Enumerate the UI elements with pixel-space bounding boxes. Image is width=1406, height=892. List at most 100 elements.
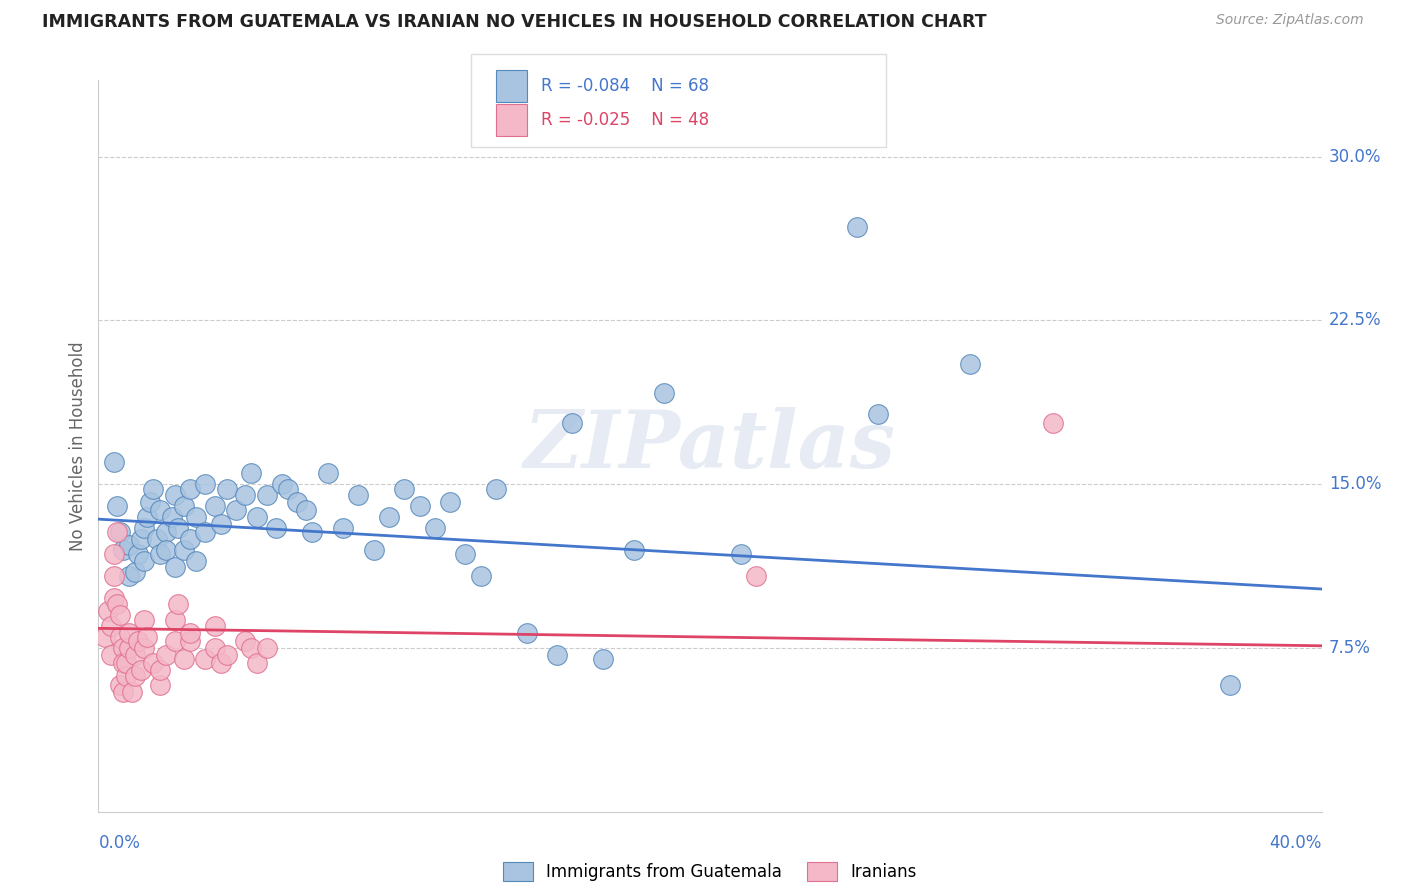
Text: 15.0%: 15.0% [1329, 475, 1381, 493]
Point [246, 657, 269, 671]
Point [163, 488, 186, 502]
Point [194, 525, 217, 540]
Point [103, 547, 125, 561]
Point [134, 521, 156, 535]
Point [240, 467, 263, 481]
Point [111, 640, 134, 655]
Point [129, 663, 152, 677]
Point [392, 482, 416, 496]
Point [127, 547, 149, 561]
Point [173, 652, 195, 666]
Point [264, 521, 287, 535]
Point [215, 648, 238, 662]
Point [277, 482, 299, 496]
Point [194, 477, 217, 491]
Point [124, 669, 146, 683]
Point [256, 488, 278, 502]
Point [111, 684, 134, 698]
Point [332, 521, 354, 535]
Point [160, 510, 183, 524]
Point [142, 657, 165, 671]
Point [959, 357, 981, 371]
Point [155, 648, 177, 662]
Point [295, 503, 318, 517]
Point [134, 613, 156, 627]
Point [194, 652, 217, 666]
Point [561, 416, 583, 430]
Point [108, 630, 131, 644]
Point [246, 510, 269, 524]
Point [179, 625, 201, 640]
Point [108, 678, 131, 692]
Point [209, 657, 232, 671]
Point [186, 510, 208, 524]
Point [209, 516, 232, 531]
Point [118, 640, 141, 655]
Point [204, 640, 226, 655]
Point [270, 477, 292, 491]
Point [470, 569, 492, 583]
Point [149, 678, 172, 692]
Point [173, 499, 195, 513]
Point [108, 525, 131, 540]
Point [155, 525, 177, 540]
Point [115, 669, 138, 683]
Point [118, 569, 141, 583]
Point [730, 547, 752, 561]
Point [233, 488, 256, 502]
Point [256, 640, 278, 655]
Point [103, 455, 125, 469]
Point [136, 510, 159, 524]
Point [103, 569, 125, 583]
Point [103, 591, 125, 605]
Point [163, 613, 186, 627]
Point [745, 569, 768, 583]
Point [134, 640, 156, 655]
Point [167, 521, 190, 535]
Point [516, 625, 538, 640]
Point [363, 542, 385, 557]
Point [301, 525, 323, 540]
Text: Source: ZipAtlas.com: Source: ZipAtlas.com [1216, 13, 1364, 28]
Point [285, 494, 308, 508]
Point [1042, 416, 1064, 430]
Point [127, 634, 149, 648]
Point [233, 634, 256, 648]
Point [124, 565, 146, 579]
Point [149, 547, 172, 561]
Point [100, 619, 122, 633]
Point [111, 657, 134, 671]
Point [134, 554, 156, 568]
Point [179, 634, 201, 648]
Point [108, 608, 131, 623]
Point [454, 547, 477, 561]
Text: 7.5%: 7.5% [1329, 639, 1371, 657]
Point [316, 467, 339, 481]
Legend: Immigrants from Guatemala, Iranians: Immigrants from Guatemala, Iranians [496, 855, 924, 888]
Point [186, 554, 208, 568]
Point [546, 648, 568, 662]
Point [139, 494, 162, 508]
Point [111, 542, 134, 557]
Point [378, 510, 401, 524]
Point [163, 560, 186, 574]
Point [142, 482, 165, 496]
Text: 30.0%: 30.0% [1329, 148, 1381, 166]
Point [167, 597, 190, 611]
Point [93, 630, 115, 644]
Point [845, 219, 868, 234]
Point [225, 503, 247, 517]
Point [105, 525, 128, 540]
Point [100, 648, 122, 662]
Point [204, 619, 226, 633]
Point [215, 482, 238, 496]
Text: IMMIGRANTS FROM GUATEMALA VS IRANIAN NO VEHICLES IN HOUSEHOLD CORRELATION CHART: IMMIGRANTS FROM GUATEMALA VS IRANIAN NO … [42, 13, 987, 31]
Point [105, 499, 128, 513]
Text: R = -0.025    N = 48: R = -0.025 N = 48 [541, 112, 710, 129]
Point [173, 542, 195, 557]
Point [623, 542, 645, 557]
Point [121, 684, 143, 698]
Point [115, 657, 138, 671]
Point [105, 597, 128, 611]
Text: 22.5%: 22.5% [1329, 311, 1381, 329]
